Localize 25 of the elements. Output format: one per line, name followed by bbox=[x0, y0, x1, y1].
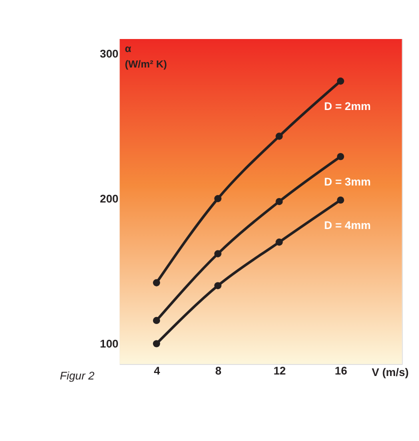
point bbox=[276, 198, 283, 206]
point bbox=[214, 282, 222, 290]
y-tick-label: 200 bbox=[100, 193, 118, 206]
point bbox=[214, 195, 222, 202]
point bbox=[336, 78, 344, 85]
x-tick-label: 4 bbox=[154, 366, 161, 378]
y-axis-title: α (W/m² K) bbox=[124, 44, 167, 70]
series-label: D = 3mm bbox=[324, 176, 371, 189]
text: Figur 2 bbox=[60, 370, 96, 382]
x-tick-label: 16 bbox=[334, 366, 348, 378]
y-tick-label: 100 bbox=[100, 338, 118, 351]
x-axis-title: V (m/s) bbox=[372, 366, 410, 379]
series-label: D = 4mm bbox=[324, 220, 371, 232]
point bbox=[336, 196, 344, 204]
x-tick-label: 12 bbox=[273, 366, 286, 378]
point bbox=[276, 132, 283, 140]
point bbox=[152, 340, 160, 348]
point bbox=[214, 250, 222, 258]
series-label: D = 2mm bbox=[324, 101, 371, 114]
point bbox=[152, 316, 160, 324]
point bbox=[276, 238, 283, 246]
point bbox=[152, 279, 160, 286]
point bbox=[336, 152, 344, 160]
x-tick-label: 8 bbox=[215, 366, 222, 378]
y-tick-label: 300 bbox=[100, 48, 118, 60]
